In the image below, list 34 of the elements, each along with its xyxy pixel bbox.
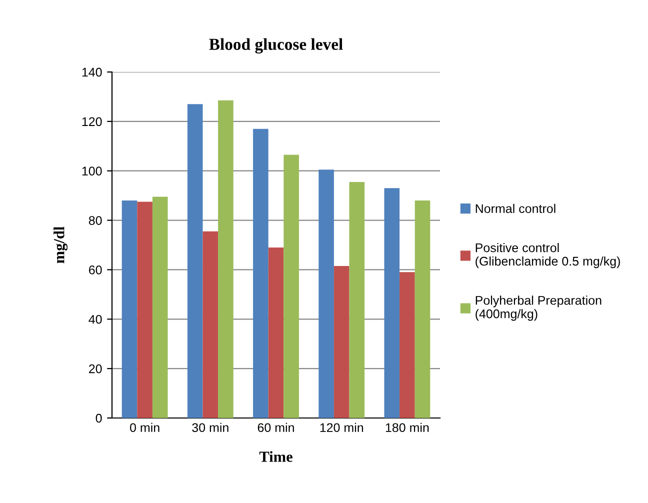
bar <box>384 188 400 418</box>
bar <box>349 182 365 418</box>
bar <box>268 247 284 418</box>
y-axis-title: mg/dl <box>54 226 68 264</box>
bar <box>253 128 268 418</box>
bar <box>400 272 415 418</box>
bar <box>152 196 168 418</box>
bar <box>334 266 350 418</box>
y-tick-label: 60 <box>89 266 102 274</box>
y-tick-label: 0 <box>96 414 102 423</box>
bar <box>284 154 299 418</box>
bar <box>414 200 430 418</box>
y-tick-label: 140 <box>82 68 102 77</box>
bar <box>137 202 152 418</box>
legend-label: Polyherbal Preparation (400mg/kg) <box>476 296 602 321</box>
x-tick-label: 120 min <box>320 422 364 432</box>
bar <box>122 200 138 418</box>
y-tick-label: 20 <box>89 364 102 374</box>
y-tick-label: 100 <box>82 166 102 176</box>
bar <box>318 170 334 418</box>
bar <box>187 104 203 418</box>
legend-label: Positive control (Glibenclamide 0.5 mg/kg) <box>476 243 620 268</box>
x-tick-label: 180 min <box>386 422 429 432</box>
legend-label: Normal control <box>476 204 556 214</box>
bar <box>202 231 218 418</box>
y-tick-label: 120 <box>82 117 102 126</box>
x-tick-label: 60 min <box>258 422 294 432</box>
x-axis-title: Time <box>259 451 292 462</box>
x-tick-label: 30 min <box>192 422 228 432</box>
chart-title: Blood glucose level <box>209 38 343 54</box>
bar <box>218 100 234 418</box>
y-tick-label: 40 <box>88 314 102 324</box>
x-tick-label: 0 min <box>130 422 160 432</box>
y-tick-label: 80 <box>88 216 102 225</box>
